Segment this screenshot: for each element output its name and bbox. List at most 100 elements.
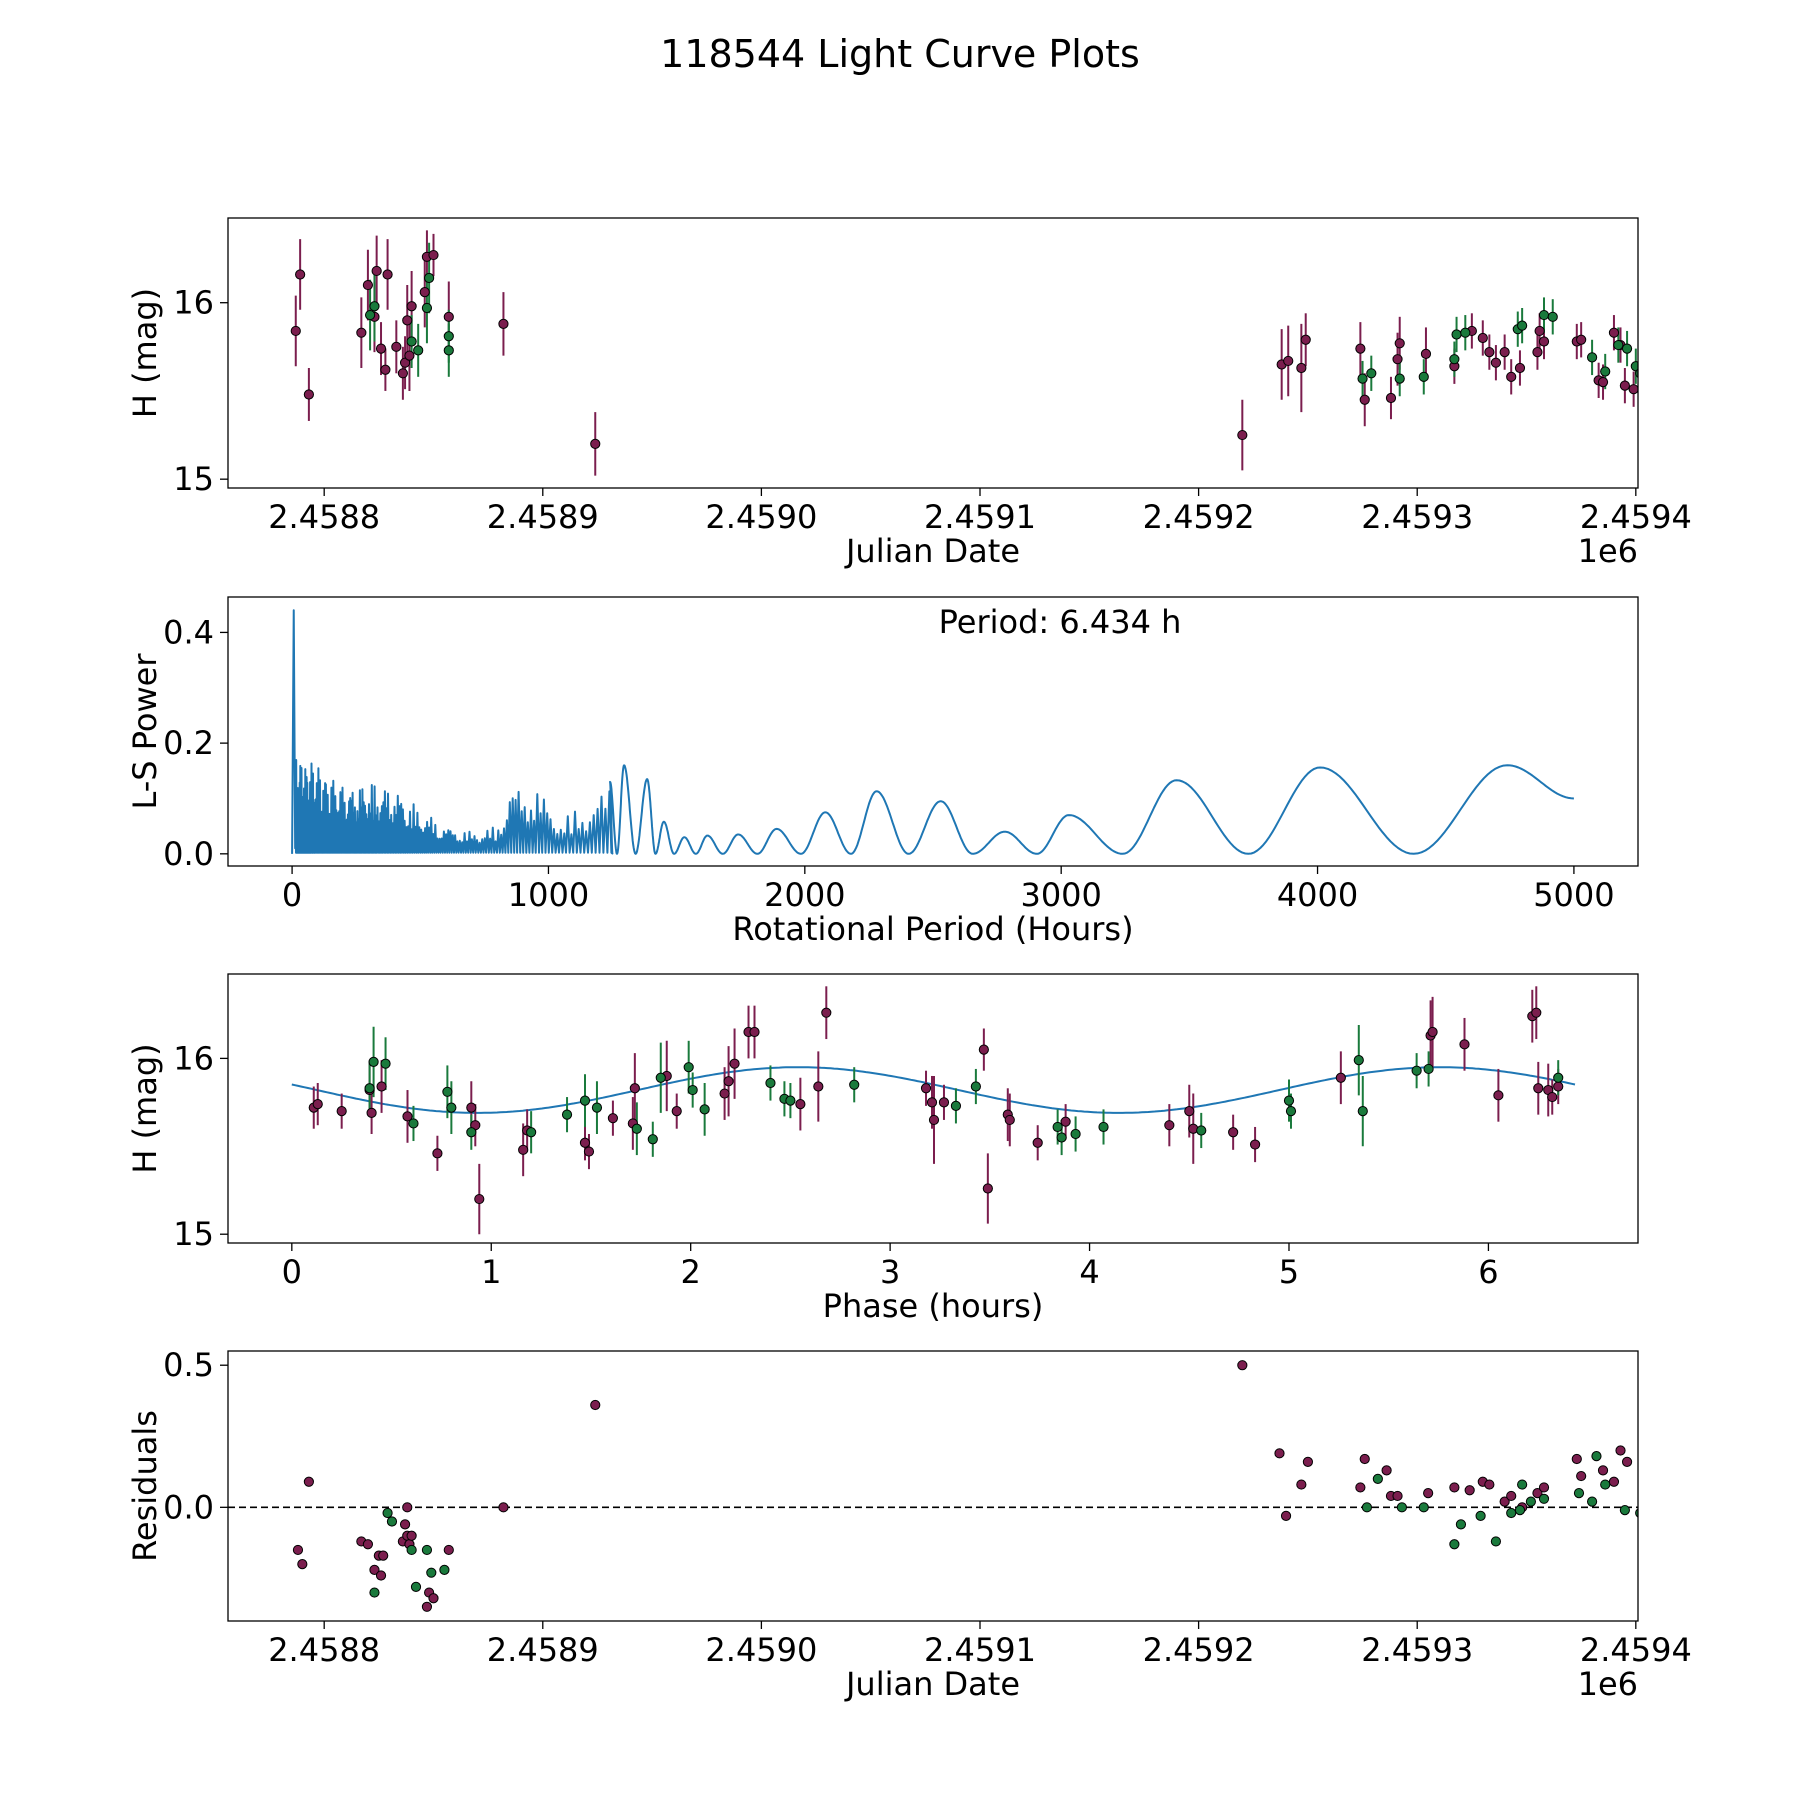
period-annotation: Period: 6.434 h <box>939 603 1182 641</box>
data-point-green <box>1372 1473 1383 1484</box>
data-point-maroon <box>1237 1360 1248 1371</box>
figure-title: 118544 Light Curve Plots <box>660 32 1140 76</box>
data-point-green <box>1591 1451 1602 1462</box>
data-point-maroon <box>749 1026 760 1038</box>
x-axis-label: Phase (hours) <box>823 1287 1044 1325</box>
x-tick-label: 2.4592 <box>1143 1631 1255 1669</box>
data-point-green <box>849 1079 860 1090</box>
data-point-maroon <box>382 269 393 280</box>
data-point-maroon <box>1538 1482 1550 1493</box>
data-point-maroon <box>1032 1137 1043 1148</box>
x-tick-label: 0 <box>282 876 302 914</box>
y-tick-label: 0.5 <box>163 1346 214 1384</box>
data-point-green <box>369 1587 380 1598</box>
data-point-maroon <box>590 1399 601 1411</box>
data-point-green <box>1196 1125 1207 1136</box>
data-point-maroon <box>938 1097 950 1108</box>
data-point-maroon <box>356 327 367 338</box>
data-point-green <box>386 1516 398 1527</box>
data-point-green <box>1357 373 1368 384</box>
data-point-maroon <box>1484 347 1495 358</box>
data-point-maroon <box>1706 333 1715 342</box>
x-tick-label: 2.4590 <box>705 498 817 536</box>
data-point-maroon <box>371 265 382 277</box>
y-axis-label: Residuals <box>126 1410 164 1562</box>
data-point-green <box>1056 1132 1067 1143</box>
data-point-green <box>1675 1454 1684 1463</box>
x-tick-label: 2.4589 <box>487 1631 599 1669</box>
data-point-maroon <box>1359 394 1370 405</box>
data-point-maroon <box>1280 1510 1292 1521</box>
y-tick-label: 16 <box>173 1039 214 1077</box>
data-point-green <box>1506 1507 1517 1519</box>
data-point-green <box>1517 320 1528 331</box>
data-point-green <box>1664 379 1673 388</box>
data-point-green <box>382 1507 393 1519</box>
data-point-maroon <box>376 1081 387 1092</box>
data-point-maroon <box>498 318 509 329</box>
data-point-maroon <box>1538 336 1550 347</box>
data-point-green <box>683 1062 694 1073</box>
data-point-green <box>1586 352 1598 363</box>
data-point-maroon <box>397 368 408 379</box>
data-point-maroon <box>920 1083 932 1094</box>
data-point-maroon <box>1477 332 1488 344</box>
data-point-maroon <box>795 1099 806 1110</box>
y-axis-label: H (mag) <box>126 288 164 418</box>
data-point-maroon <box>428 249 439 261</box>
data-point-green <box>1460 327 1471 338</box>
data-point-green <box>1621 343 1633 354</box>
x-tick-label: 1000 <box>508 876 589 914</box>
x-tick-label: 2.4594 <box>1580 498 1692 536</box>
data-point-green <box>1361 1502 1373 1513</box>
data-point-green <box>1613 339 1624 351</box>
data-point-green <box>1353 1055 1364 1066</box>
data-point-green <box>1396 1502 1408 1513</box>
data-point-maroon <box>1164 1120 1175 1131</box>
data-point-green <box>1619 1505 1630 1516</box>
panel-ls: 0 1000 2000 3000 4000 5000 0.0 0.2 0.4 Rotational… <box>126 596 1639 948</box>
data-point-maroon <box>928 1114 940 1126</box>
data-point-green <box>1630 361 1638 372</box>
data-point-maroon <box>1449 1482 1460 1493</box>
data-point-maroon <box>375 343 387 354</box>
data-point-green <box>413 345 424 356</box>
data-point-maroon <box>813 1081 824 1092</box>
data-point-maroon <box>1335 1072 1346 1083</box>
data-point-maroon <box>1060 1116 1071 1127</box>
data-point-green <box>364 1083 375 1094</box>
data-point-maroon <box>297 1559 308 1570</box>
data-point-maroon <box>982 1183 993 1194</box>
data-point-maroon <box>362 279 374 291</box>
data-point-maroon <box>1484 1479 1495 1490</box>
data-point-green <box>1357 1106 1368 1117</box>
data-point-maroon <box>466 1102 477 1113</box>
data-point-green <box>1600 1479 1611 1490</box>
data-point-maroon <box>1553 1081 1564 1092</box>
x-tick-label: 3000 <box>1020 876 1101 914</box>
x-tick-label: 2 <box>681 1253 701 1291</box>
data-point-green <box>439 1564 450 1575</box>
data-point-green <box>443 345 454 356</box>
data-point-green <box>1600 366 1611 377</box>
data-point-maroon <box>312 1099 323 1110</box>
data-point-green <box>1538 1493 1550 1504</box>
data-point-maroon <box>1532 347 1543 358</box>
data-point-green <box>1675 351 1684 360</box>
data-point-green <box>655 1072 666 1083</box>
data-point-maroon <box>404 350 415 361</box>
data-point-green <box>1635 368 1638 378</box>
plot-area <box>291 986 1576 1235</box>
data-point-green <box>1538 309 1550 321</box>
data-point-maroon <box>583 1146 595 1157</box>
panel-resid: 2.4588 2.4589 2.4590 2.4591 2.4592 2.4593 2.45… <box>126 1346 1692 1703</box>
data-point-green <box>1475 1510 1486 1521</box>
data-point-maroon <box>474 1193 485 1205</box>
data-point-green <box>380 1058 391 1069</box>
data-point-maroon <box>1514 362 1526 374</box>
x-tick-label: 2.4589 <box>487 498 599 536</box>
x-offset-label: 1e6 <box>1578 532 1638 570</box>
data-point-green <box>1635 1508 1638 1518</box>
data-point-green <box>1449 1539 1460 1550</box>
data-point-green <box>442 1086 453 1097</box>
